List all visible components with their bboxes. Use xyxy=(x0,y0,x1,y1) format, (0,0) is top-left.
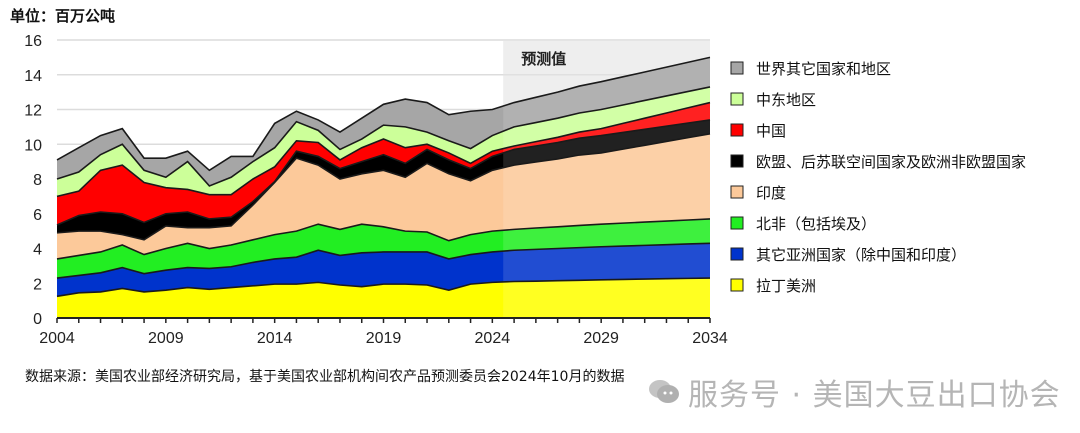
area-outlines xyxy=(56,56,711,298)
legend-label: 北非（包括埃及） xyxy=(756,215,876,233)
y-tick-label: 6 xyxy=(33,207,42,224)
legend-item[interactable]: 中国 xyxy=(730,122,786,140)
legend-swatch xyxy=(730,216,744,230)
y-tick-label: 10 xyxy=(24,137,42,154)
area-outline-6 xyxy=(56,86,711,187)
source-note: 数据来源：美国农业部经济研究局，基于美国农业部机构间农产品预测委员会2024年1… xyxy=(25,369,625,385)
y-tick-label: 14 xyxy=(24,68,42,85)
area-outline-2 xyxy=(56,218,711,260)
area-outline-0 xyxy=(56,277,711,298)
legend-item[interactable]: 世界其它国家和地区 xyxy=(730,60,891,78)
legend-swatch xyxy=(730,92,744,106)
x-tick-label: 2014 xyxy=(257,330,293,347)
y-tick-label: 4 xyxy=(33,242,42,259)
legend-label: 中东地区 xyxy=(756,91,816,109)
area-series-3 xyxy=(57,133,710,259)
axes: 0 2 4 6 8 10 12 14 16 2004 2009 2014 2019 2024 2029 203… xyxy=(24,33,728,347)
area-series-4 xyxy=(57,119,710,240)
legend-label: 欧盟、后苏联空间国家及欧洲非欧盟国家 xyxy=(756,153,1026,171)
legend-swatch xyxy=(730,278,744,292)
area-outline-3 xyxy=(56,133,711,241)
unit-label: 单位：百万公吨 xyxy=(10,7,116,25)
watermark: 服务号 · 美国大豆出口协会 xyxy=(648,370,1061,414)
legend-swatch xyxy=(730,247,744,261)
area-series-2 xyxy=(57,218,710,279)
legend-item[interactable]: 欧盟、后苏联空间国家及欧洲非欧盟国家 xyxy=(730,153,1026,171)
area-series-5 xyxy=(57,102,710,226)
x-tick-label: 2024 xyxy=(475,330,511,347)
forecast-label: 预测值 xyxy=(521,50,566,68)
legend-swatch xyxy=(730,154,744,168)
legend-swatch xyxy=(730,61,744,75)
legend-item[interactable]: 拉丁美洲 xyxy=(730,277,816,295)
watermark-text: 服务号 · 美国大豆出口协会 xyxy=(688,378,1061,413)
legend-item[interactable]: 中东地区 xyxy=(730,91,816,109)
legend-swatch xyxy=(730,123,744,137)
y-tick-label: 16 xyxy=(24,33,42,50)
y-tick-label: 8 xyxy=(33,172,42,189)
area-outline-1 xyxy=(56,242,711,279)
area-outline-5 xyxy=(56,101,711,198)
legend-label: 中国 xyxy=(756,122,786,140)
area-series-0 xyxy=(57,278,710,318)
legend-item[interactable]: 北非（包括埃及） xyxy=(730,215,876,233)
area-series-7 xyxy=(57,57,710,186)
legend-label: 拉丁美洲 xyxy=(756,277,816,295)
area-layers xyxy=(57,57,710,318)
legend: 世界其它国家和地区中东地区中国欧盟、后苏联空间国家及欧洲非欧盟国家印度北非（包括… xyxy=(730,60,1026,295)
area-outline-4 xyxy=(56,119,711,226)
legend-label: 其它亚洲国家（除中国和印度） xyxy=(756,246,966,264)
y-tick-label: 12 xyxy=(24,103,42,120)
area-outline-7 xyxy=(56,56,711,172)
y-tick-label: 0 xyxy=(33,311,42,328)
x-tick-label: 2029 xyxy=(583,330,619,347)
legend-item[interactable]: 印度 xyxy=(730,184,786,202)
legend-label: 世界其它国家和地区 xyxy=(756,60,891,78)
x-tick-label: 2019 xyxy=(366,330,402,347)
x-tick-label: 2004 xyxy=(39,330,75,347)
forecast-shade-overlay xyxy=(503,40,710,318)
legend-item[interactable]: 其它亚洲国家（除中国和印度） xyxy=(730,246,966,264)
legend-label: 印度 xyxy=(756,184,786,202)
area-series-1 xyxy=(57,243,710,297)
x-tick-label: 2034 xyxy=(692,330,728,347)
legend-swatch xyxy=(730,185,744,199)
y-tick-label: 2 xyxy=(33,276,42,293)
x-tick-label: 2009 xyxy=(148,330,184,347)
wechat-icon xyxy=(649,380,679,403)
